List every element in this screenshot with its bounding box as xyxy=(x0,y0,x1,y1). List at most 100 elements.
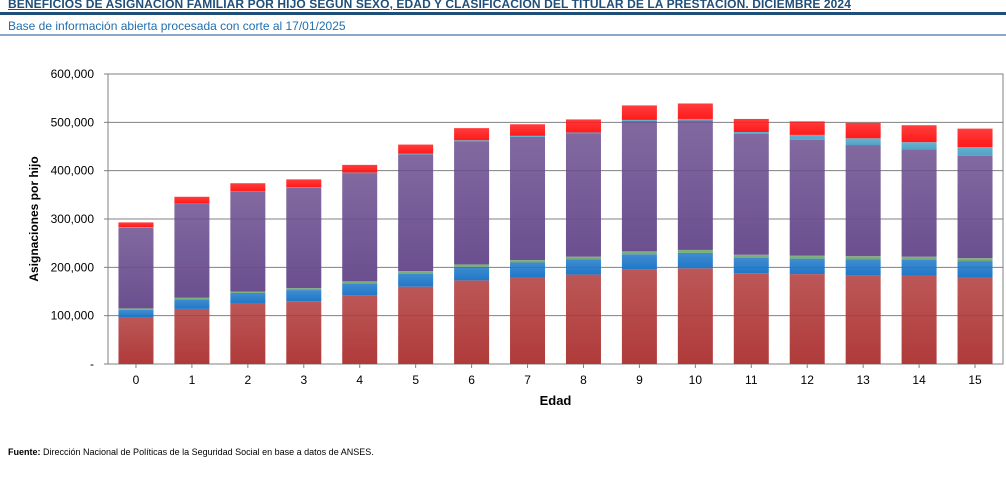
x-tick-label: 12 xyxy=(801,373,815,387)
bar-segment xyxy=(510,135,546,137)
bar-segment xyxy=(118,317,154,364)
bar-segment xyxy=(398,271,434,274)
title-rule xyxy=(0,12,1006,15)
bar-segment xyxy=(342,164,378,173)
bar-segment xyxy=(510,124,546,136)
bar-segment xyxy=(677,103,713,119)
x-tick-label: 14 xyxy=(912,373,926,387)
bar-segment xyxy=(118,222,154,228)
bar-segment xyxy=(454,264,490,267)
x-tick-label: 5 xyxy=(412,373,419,387)
bar-segment xyxy=(286,288,322,291)
bar-segment xyxy=(901,259,937,276)
bar-segment xyxy=(901,142,937,150)
bar-segment xyxy=(789,134,825,140)
bar-segment xyxy=(621,105,657,120)
bar-segment xyxy=(565,274,601,364)
bar-segment xyxy=(789,139,825,256)
bar-segment xyxy=(621,269,657,364)
bar-segment xyxy=(286,290,322,302)
bar-segment xyxy=(398,154,434,272)
bar-segment xyxy=(845,138,881,146)
bar-segment xyxy=(733,257,769,274)
bar-segment xyxy=(845,256,881,260)
bar-segment xyxy=(565,259,601,275)
bar-segment xyxy=(789,258,825,275)
y-tick-label: 400,000 xyxy=(51,164,95,178)
bar-segment xyxy=(845,145,881,257)
bar-segment xyxy=(454,141,490,265)
x-tick-label: 13 xyxy=(856,373,870,387)
source-label: Fuente: xyxy=(8,447,41,457)
bar-segment xyxy=(565,133,601,257)
source-note: Fuente: Dirección Nacional de Políticas … xyxy=(8,447,374,457)
bar-segment xyxy=(342,173,378,282)
bar-segment xyxy=(174,297,210,300)
bar-segment xyxy=(398,144,434,154)
bar-segment xyxy=(286,301,322,364)
bar-segment xyxy=(621,119,657,121)
bar-segment xyxy=(677,249,713,253)
bar-segment xyxy=(789,121,825,135)
bar-segment xyxy=(398,286,434,364)
bar-segment xyxy=(621,254,657,270)
bar-segment xyxy=(789,255,825,259)
bar-segment xyxy=(845,259,881,276)
bar-segment xyxy=(677,268,713,364)
bar-segment xyxy=(677,120,713,250)
report-header: BENEFICIOS DE ASIGNACIÓN FAMILIAR POR HI… xyxy=(0,0,1006,36)
x-axis-title: Edad xyxy=(540,393,572,408)
stacked-bar-chart: - 100,000 200,000 300,000 400,000 500,000 600,… xyxy=(27,67,1004,408)
bar-segment xyxy=(621,251,657,255)
y-tick-label: - xyxy=(90,357,94,371)
bar-segment xyxy=(733,254,769,258)
bar-segment xyxy=(901,125,937,143)
bar-segment xyxy=(733,132,769,134)
bar-segment xyxy=(565,119,601,133)
bar-segment xyxy=(621,120,657,252)
bar-segment xyxy=(733,118,769,132)
bar-segment xyxy=(510,262,546,277)
bar-segment xyxy=(454,280,490,364)
bar-segment xyxy=(677,118,713,121)
bar-segment xyxy=(565,256,601,260)
y-tick-label: 100,000 xyxy=(51,309,95,323)
bar-segment xyxy=(957,261,993,277)
report-title: BENEFICIOS DE ASIGNACIÓN FAMILIAR POR HI… xyxy=(8,0,851,11)
x-tick-label: 7 xyxy=(524,373,531,387)
bar-segment xyxy=(733,133,769,255)
bar-segment xyxy=(510,136,546,261)
x-tick-label: 10 xyxy=(689,373,703,387)
bar-segment xyxy=(230,303,266,364)
bar-segment xyxy=(286,187,322,289)
x-tick-label: 9 xyxy=(636,373,643,387)
bar-segment xyxy=(789,274,825,364)
y-tick-label: 500,000 xyxy=(51,115,95,129)
bar-segment xyxy=(230,191,266,292)
bar-segment xyxy=(957,128,993,147)
x-tick-label: 15 xyxy=(968,373,982,387)
bar-segment xyxy=(901,275,937,364)
bar-segment xyxy=(398,273,434,287)
bar-segment xyxy=(510,277,546,364)
source-text: Dirección Nacional de Políticas de la Se… xyxy=(43,447,374,457)
bar-segment xyxy=(118,308,154,310)
bar-segment xyxy=(230,291,266,293)
x-tick-label: 0 xyxy=(133,373,140,387)
y-axis-title: Asignaciones por hijo xyxy=(27,156,41,281)
subtitle-rule xyxy=(0,34,1006,36)
x-tick-label: 11 xyxy=(745,373,758,387)
x-tick-label: 6 xyxy=(468,373,475,387)
bar-segment xyxy=(174,196,210,204)
bar-segment xyxy=(565,132,601,134)
bar-segment xyxy=(342,283,378,296)
bar-segment xyxy=(845,122,881,139)
bar-segment xyxy=(118,309,154,318)
bar-segment xyxy=(118,227,154,309)
y-tick-label: 600,000 xyxy=(51,67,95,81)
bar-segment xyxy=(286,179,322,188)
bar-segment xyxy=(454,128,490,141)
bar-segment xyxy=(230,292,266,304)
bar-segment xyxy=(174,308,210,364)
bar-segment xyxy=(230,183,266,191)
